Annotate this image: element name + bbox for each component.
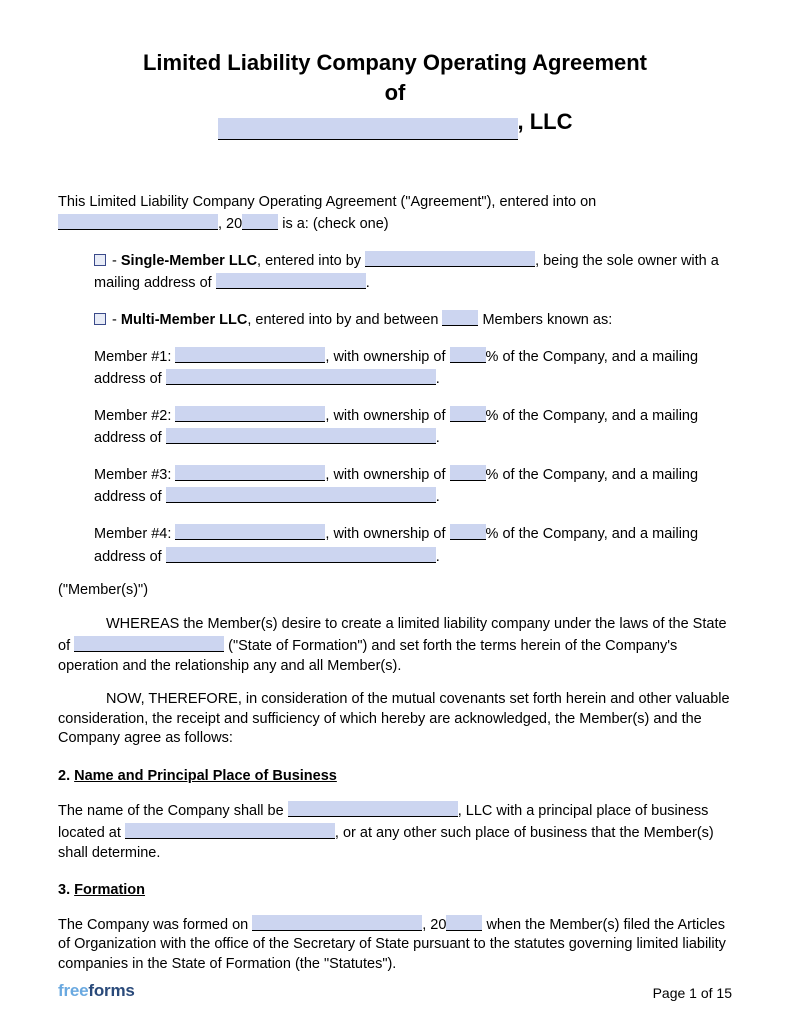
t: . — [436, 549, 440, 565]
t: , with ownership of — [325, 467, 449, 483]
state-blank[interactable] — [74, 636, 224, 652]
formed-year-blank[interactable] — [446, 915, 482, 931]
logo-forms: forms — [88, 981, 134, 1000]
section-2-body: The name of the Company shall be , LLC w… — [58, 799, 732, 864]
member-name-blank[interactable] — [175, 465, 325, 481]
title-block: Limited Liability Company Operating Agre… — [58, 48, 732, 145]
member-count-blank[interactable] — [442, 310, 478, 326]
intro-pre: This Limited Liability Company Operating… — [58, 194, 596, 210]
t: . — [436, 430, 440, 446]
year-blank[interactable] — [242, 214, 278, 230]
t: . — [366, 275, 370, 291]
title-line1: Limited Liability Company Operating Agre… — [58, 48, 732, 78]
single-member-option: - Single-Member LLC, entered into by , b… — [94, 249, 732, 294]
member-pct-blank[interactable] — [450, 347, 486, 363]
section-title: Name and Principal Place of Business — [74, 768, 337, 784]
title-line2: of — [58, 78, 732, 108]
company-name-blank[interactable] — [218, 118, 518, 140]
members-close: ("Member(s)") — [58, 581, 732, 601]
member-row: Member #1: , with ownership of % of the … — [94, 345, 732, 390]
member-addr-blank[interactable] — [166, 369, 436, 385]
member-pct-blank[interactable] — [450, 465, 486, 481]
section-3-heading: 3. Formation — [58, 881, 732, 901]
member-row: Member #3: , with ownership of % of the … — [94, 463, 732, 508]
t: , with ownership of — [325, 526, 449, 542]
single-member-label: Single-Member LLC — [121, 253, 257, 269]
t: The Company was formed on — [58, 917, 252, 933]
t: , entered into by and between — [247, 312, 442, 328]
business-addr-blank[interactable] — [125, 823, 335, 839]
single-owner-blank[interactable] — [365, 251, 535, 267]
single-addr-blank[interactable] — [216, 273, 366, 289]
whereas-paragraph: WHEREAS the Member(s) desire to create a… — [58, 615, 732, 677]
t: Members known as: — [478, 312, 612, 328]
t: The name of the Company shall be — [58, 803, 288, 819]
multi-member-label: Multi-Member LLC — [121, 312, 247, 328]
t: , entered into by — [257, 253, 365, 269]
member-row: Member #4: , with ownership of % of the … — [94, 522, 732, 567]
section-title: Formation — [74, 882, 145, 898]
intro-mid: , 20 — [218, 216, 242, 232]
section-3-body: The Company was formed on , 20 when the … — [58, 913, 732, 975]
dash: - — [108, 312, 121, 328]
title-line3: , LLC — [218, 107, 573, 137]
section-num: 2. — [58, 768, 74, 784]
section-2-heading: 2. Name and Principal Place of Business — [58, 767, 732, 787]
page-number: Page 1 of 15 — [653, 985, 732, 1001]
member-label: Member #2: — [94, 408, 175, 424]
page-footer: freeforms Page 1 of 15 — [58, 981, 732, 1001]
member-addr-blank[interactable] — [166, 547, 436, 563]
member-pct-blank[interactable] — [450, 406, 486, 422]
single-member-checkbox[interactable] — [94, 254, 106, 266]
member-name-blank[interactable] — [175, 347, 325, 363]
freeforms-logo: freeforms — [58, 981, 135, 1001]
dash: - — [108, 253, 121, 269]
member-name-blank[interactable] — [175, 406, 325, 422]
t: . — [436, 489, 440, 505]
company-name-blank-2[interactable] — [288, 801, 458, 817]
t: , with ownership of — [325, 349, 449, 365]
member-row: Member #2: , with ownership of % of the … — [94, 404, 732, 449]
t: , 20 — [422, 917, 446, 933]
document-page: Limited Liability Company Operating Agre… — [0, 0, 790, 1019]
t: , with ownership of — [325, 408, 449, 424]
member-label: Member #3: — [94, 467, 175, 483]
title-suffix: , LLC — [518, 107, 573, 137]
date-blank[interactable] — [58, 214, 218, 230]
section-num: 3. — [58, 882, 74, 898]
member-pct-blank[interactable] — [450, 524, 486, 540]
formed-date-blank[interactable] — [252, 915, 422, 931]
now-therefore-paragraph: NOW, THEREFORE, in consideration of the … — [58, 690, 732, 749]
logo-free: free — [58, 981, 88, 1000]
member-addr-blank[interactable] — [166, 428, 436, 444]
member-label: Member #1: — [94, 349, 175, 365]
member-label: Member #4: — [94, 526, 175, 542]
multi-member-option: - Multi-Member LLC, entered into by and … — [94, 308, 732, 331]
multi-member-checkbox[interactable] — [94, 313, 106, 325]
t: . — [436, 371, 440, 387]
intro-post: is a: (check one) — [278, 216, 388, 232]
intro-paragraph: This Limited Liability Company Operating… — [58, 193, 732, 235]
member-name-blank[interactable] — [175, 524, 325, 540]
member-addr-blank[interactable] — [166, 487, 436, 503]
